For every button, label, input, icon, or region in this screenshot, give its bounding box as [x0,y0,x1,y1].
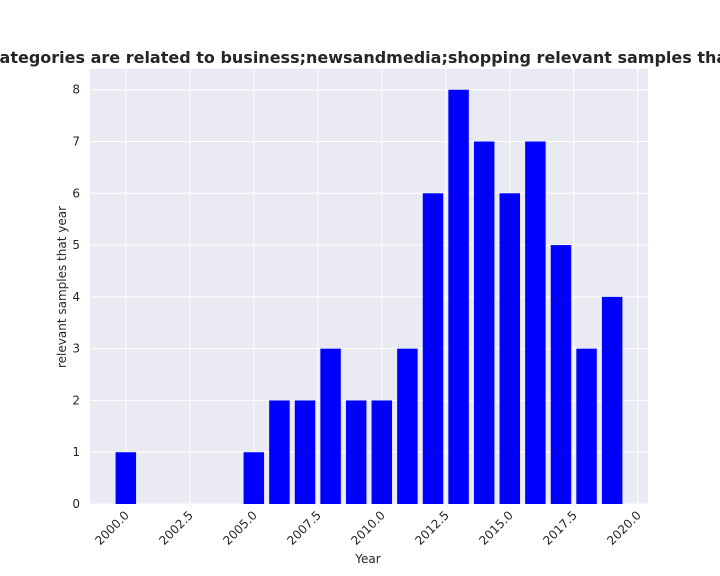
x-tick-label: 2000.0 [92,508,132,548]
x-tick-label: 2015.0 [476,508,516,548]
bar [550,245,572,505]
x-tick-label: 2017.5 [540,508,580,548]
x-tick-label: 2010.0 [348,508,388,548]
bar [243,452,265,504]
x-axis-label: Year [354,552,380,566]
chart-title: Number of websites whose categories are … [0,48,720,67]
bar [371,400,393,504]
bar [269,400,290,504]
bar [499,193,521,505]
bars [115,89,623,505]
bar [294,400,316,504]
bar [320,348,341,504]
x-tick-label: 2007.5 [284,508,324,548]
x-tick-labels: 2000.0 2002.5 2005.0 2007.5 2010.0 2012.5 2015… [92,508,644,548]
y-tick-label: 1 [72,445,80,459]
y-tick-label: 4 [72,290,80,304]
y-tick-label: 0 [72,497,80,511]
bar [576,348,597,504]
x-tick-label: 2020.0 [604,508,644,548]
bar [422,193,444,505]
y-axis-label: relevant samples that year [55,206,69,368]
bar [448,89,469,504]
bar [525,141,546,504]
y-tick-label: 5 [72,238,80,252]
y-tick-label: 6 [72,186,80,200]
bar [115,452,137,504]
bar [345,400,367,504]
y-tick-label: 7 [72,135,80,149]
x-tick-label: 2005.0 [220,508,260,548]
bar [397,348,418,504]
bar [473,141,495,504]
bar [601,296,623,504]
y-tick-label: 2 [72,393,80,407]
x-tick-label: 2002.5 [156,508,196,548]
y-tick-label: 3 [72,342,80,356]
y-tick-labels: 0 1 2 3 4 5 6 7 8 [72,83,80,511]
x-tick-label: 2012.5 [412,508,452,548]
y-tick-label: 8 [72,83,80,97]
